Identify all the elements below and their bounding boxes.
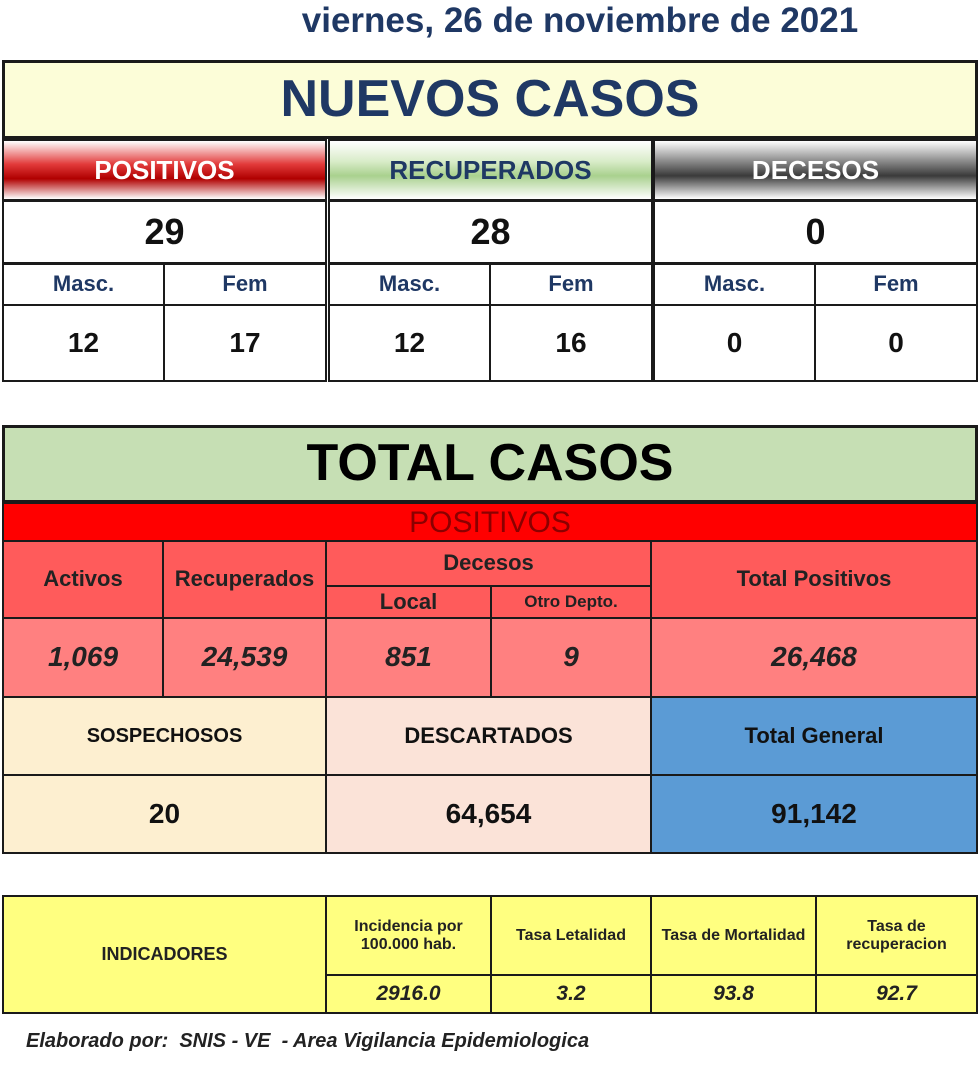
group-total: 0	[653, 200, 978, 264]
value: 26,468	[650, 617, 978, 698]
indicator-label: Incidencia por 100.000 hab.	[325, 895, 492, 976]
male-label: Masc.	[653, 263, 816, 306]
value: 9	[490, 617, 652, 698]
indicator-value: 3.2	[490, 974, 652, 1014]
indicators-label: INDICADORES	[2, 895, 327, 1014]
total-cases-title: TOTAL CASOS	[2, 425, 978, 503]
group-label: RECUPERADOS	[328, 139, 653, 201]
male-value: 12	[328, 304, 491, 382]
date: viernes, 26 de noviembre de 2021	[301, 1, 859, 40]
female-value: 17	[163, 304, 327, 382]
positives-label: POSITIVOS	[2, 502, 978, 542]
discarded-label: DESCARTADOS	[325, 696, 652, 776]
general-value: 91,142	[650, 774, 978, 854]
new-cases-title: NUEVOS CASOS	[2, 60, 978, 139]
indicator-label: Tasa de Mortalidad	[650, 895, 817, 976]
female-value: 0	[814, 304, 978, 382]
value: 851	[325, 617, 492, 698]
male-label: Masc.	[2, 263, 165, 306]
male-value: 12	[2, 304, 165, 382]
female-label: Fem	[489, 263, 653, 306]
female-label: Fem	[163, 263, 327, 306]
female-label: Fem	[814, 263, 978, 306]
group-label: DECESOS	[653, 139, 978, 201]
group-label: POSITIVOS	[2, 139, 327, 201]
header: Recuperados	[162, 540, 327, 619]
indicator-value: 2916.0	[325, 974, 492, 1014]
header: Activos	[2, 540, 164, 619]
suspected-label: SOSPECHOSOS	[2, 696, 327, 776]
footer: Elaborado por: SNIS - VE - Area Vigilanc…	[26, 1029, 590, 1052]
value: 24,539	[162, 617, 327, 698]
indicator-value: 92.7	[815, 974, 978, 1014]
header: Otro Depto.	[490, 585, 652, 619]
indicator-label: Tasa Letalidad	[490, 895, 652, 976]
header: Total Positivos	[650, 540, 978, 619]
female-value: 16	[489, 304, 653, 382]
header: Decesos	[325, 540, 652, 587]
discarded-value: 64,654	[325, 774, 652, 854]
header: Local	[325, 585, 492, 619]
group-total: 28	[328, 200, 653, 264]
group-total: 29	[2, 200, 327, 264]
suspected-value: 20	[2, 774, 327, 854]
value: 1,069	[2, 617, 164, 698]
indicator-value: 93.8	[650, 974, 817, 1014]
general-label: Total General	[650, 696, 978, 776]
male-label: Masc.	[328, 263, 491, 306]
male-value: 0	[653, 304, 816, 382]
indicator-label: Tasa de recuperacion	[815, 895, 978, 976]
